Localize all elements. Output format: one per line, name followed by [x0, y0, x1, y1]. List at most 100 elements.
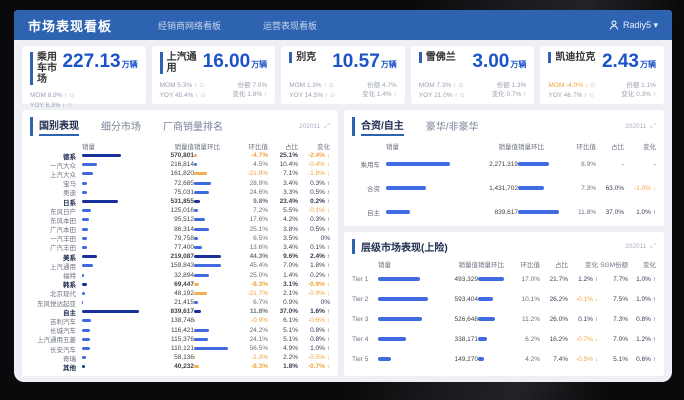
sales-value: 216,814: [170, 161, 195, 169]
row-label: 宝马: [63, 181, 76, 189]
row-label: 长安汽车: [50, 346, 76, 354]
info-icon: ⊙: [459, 93, 465, 99]
kpi-unit: 万辆: [380, 60, 397, 69]
nav-item-operations[interactable]: 运营表现看板: [263, 20, 318, 31]
mom-bar: [194, 236, 236, 240]
change-value: 1.6% ↑: [310, 308, 330, 316]
row-label: 韩系: [63, 282, 76, 290]
change-value: -2.4% ↓: [307, 152, 330, 160]
sales-bar: [82, 200, 146, 204]
tab-luxury[interactable]: 豪华/非豪华: [425, 122, 479, 133]
sales-value: 531,855: [170, 198, 195, 206]
country-performance-panel: 国别表现 细分市场 厂商销量排名 202011 ⤢ 销量 销量值 销量环比 环比…: [22, 110, 338, 376]
tab-jv-domestic[interactable]: 合资/自主: [361, 117, 404, 136]
row-label: 一汽大众: [50, 162, 76, 170]
mom-value: 24.6%: [249, 188, 268, 196]
sales-value: 1,431,702: [489, 184, 518, 192]
kpi-row: 乘用车市场 227.13万辆 MOM 8.9% ↑ ⊙ YOY 8.3% ↑ ⊙: [22, 46, 664, 109]
kpi-mom: MOM 5.3% ↑ ⊙: [159, 82, 205, 89]
sales-value: 79,758: [174, 234, 194, 242]
tab-segment-market[interactable]: 细分市场: [101, 122, 141, 133]
col-mom-bar: 销量环比: [478, 261, 504, 269]
sales-bar: [82, 172, 146, 176]
change-value: 0.3% ↑: [310, 216, 330, 224]
sales-bar: [82, 227, 146, 231]
share-value: 2.2%: [283, 354, 298, 362]
table-row: 北京现代 48,192 -21.7% 2.1% -0.9% ↓: [30, 289, 330, 299]
sgm-share-value: 5.1%: [613, 355, 628, 363]
mom-value: 25.0%: [249, 271, 268, 279]
change-value: 0.5% ↑: [310, 188, 330, 196]
sales-value: 77,400: [174, 243, 194, 251]
change-value: -0.7% ↓: [307, 363, 330, 371]
sales-bar: [378, 337, 434, 341]
kpi-share-change: 变化 1.4% ↑: [362, 91, 397, 98]
mom-value: 44.3%: [249, 253, 268, 261]
mom-value: 45.4%: [249, 262, 268, 270]
tab-oem-ranking[interactable]: 厂商销量排名: [163, 122, 223, 133]
mom-value: 17.0%: [521, 275, 540, 283]
table-row: Tier 3 526,648 11.2% 26.0% 0.1% ↑ 7.3% 0…: [352, 309, 656, 329]
panel-date: 202011: [299, 123, 321, 130]
row-label: 自主: [63, 309, 76, 317]
mom-value: 28.9%: [249, 179, 268, 187]
share-value: 16.2%: [549, 335, 568, 343]
mom-bar: [518, 186, 566, 190]
kpi-share-change: 变化 0.7% ↑: [491, 91, 527, 98]
share-value: 4.9%: [283, 345, 298, 353]
sales-value: 86,314: [174, 225, 194, 233]
info-icon: ⊙: [328, 83, 334, 89]
expand-icon[interactable]: ⤢: [650, 122, 656, 130]
share-value: 7.1%: [283, 170, 298, 178]
mom-bar: [194, 291, 236, 295]
mom-bar: [518, 162, 566, 166]
sales-bar: [82, 337, 146, 341]
kpi-yoy: YOY 14.5% ↑ ⊙: [289, 92, 336, 99]
row-label: Tier 3: [352, 315, 369, 323]
row-label: 美系: [63, 254, 76, 262]
nav-item-dealer[interactable]: 经销商网络看板: [158, 20, 222, 31]
kpi-share-change: 变化 1.8% ↑: [232, 91, 268, 98]
expand-icon[interactable]: ⤢: [650, 242, 656, 250]
col-change: 变化: [317, 143, 330, 151]
mom-value: 25.1%: [249, 225, 268, 233]
change-value: -0.5% ↓: [307, 354, 330, 362]
info-icon: ⊙: [590, 83, 596, 89]
mom-bar: [478, 277, 510, 281]
app-title: 市场表现看板: [28, 18, 113, 34]
tab-country-performance[interactable]: 国别表现: [39, 117, 79, 136]
share-value: 23.4%: [279, 198, 298, 206]
table-row: 合资 1,431,702 7.3% 63.0% -1.0% ↓: [352, 176, 656, 200]
sales-bar: [386, 210, 456, 214]
share-value: 63.0%: [605, 184, 624, 192]
mom-value: 11.2%: [522, 315, 540, 323]
kpi-unit: 万辆: [251, 60, 268, 69]
mom-value: 8.9%: [581, 160, 596, 168]
row-label: 合资: [367, 186, 380, 193]
sales-bar: [82, 319, 146, 323]
sales-bar: [378, 317, 434, 321]
table-row: 奇瑞 58,136 -1.3% 2.2% -0.5% ↓: [30, 353, 330, 363]
mom-bar: [194, 328, 236, 332]
kpi-mom: MOM -4.0% ↓ ⊙: [548, 82, 596, 89]
share-value: 1.8%: [283, 363, 298, 371]
expand-icon[interactable]: ⤢: [324, 122, 330, 130]
mom-value: 4.5%: [253, 161, 268, 169]
table-row: 东风悦达起亚 21,415 6.7% 0.9% 0%: [30, 298, 330, 308]
row-label: Tier 1: [352, 275, 369, 283]
mom-bar: [194, 273, 236, 277]
mom-bar: [194, 255, 236, 259]
kpi-share: 份额 4.7%: [367, 82, 397, 89]
mom-value: -8.3%: [251, 363, 268, 371]
table-row: Tier 5 149,270 4.2% 7.4% -0.5% ↓ 5.1% 0.…: [352, 349, 656, 369]
change-value: 0.8% ↑: [310, 335, 330, 343]
kpi-value: 227.13万辆: [62, 51, 138, 72]
user-menu[interactable]: Radiy5 ▾: [609, 20, 658, 31]
change-value: 1.2% ↑: [578, 275, 598, 283]
sales-bar: [82, 365, 146, 369]
row-label: 长城汽车: [50, 328, 76, 336]
mom-bar: [194, 172, 236, 176]
row-label: 日系: [63, 199, 76, 207]
share-value: -: [621, 160, 624, 168]
col-mom-bar: 销量环比: [194, 143, 220, 151]
